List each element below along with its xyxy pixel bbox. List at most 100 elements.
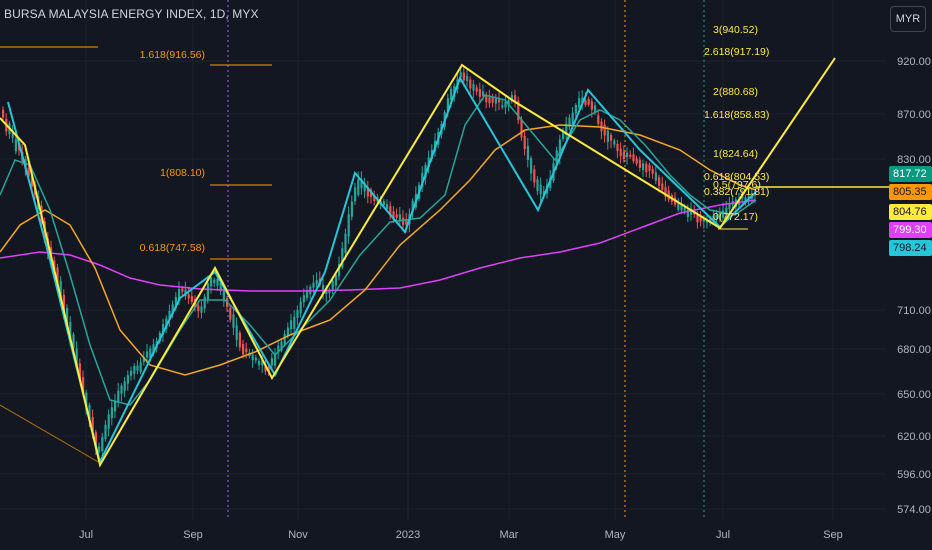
candle-body bbox=[357, 179, 360, 195]
zigzag-yellow bbox=[0, 57, 836, 468]
candle-body bbox=[341, 248, 344, 268]
candle-body bbox=[638, 159, 641, 169]
candle-body bbox=[702, 219, 705, 222]
time-tick-label: Jul bbox=[716, 529, 730, 541]
price-tick-label: 830.00 bbox=[897, 154, 931, 166]
candle-body bbox=[197, 305, 200, 312]
candle-body bbox=[581, 97, 584, 103]
candle-body bbox=[72, 334, 75, 349]
trend-line-orange bbox=[0, 404, 101, 464]
candle-body bbox=[366, 187, 369, 197]
candle-body bbox=[498, 99, 501, 103]
candle-body bbox=[469, 79, 472, 89]
candle-body bbox=[562, 130, 565, 140]
fib-label-right: 0.382(791.81) bbox=[704, 186, 769, 198]
candle-body bbox=[328, 290, 331, 294]
candle-body bbox=[152, 344, 155, 354]
candle-body bbox=[293, 316, 296, 329]
candle-body bbox=[651, 168, 654, 174]
candle-body bbox=[229, 307, 232, 320]
candle-body bbox=[136, 365, 139, 371]
candle-body bbox=[635, 158, 638, 164]
candle-body bbox=[354, 187, 357, 202]
candle-body bbox=[594, 105, 597, 113]
candle-body bbox=[558, 139, 561, 157]
candle-body bbox=[123, 381, 126, 391]
candle-body bbox=[475, 87, 478, 92]
candle-body bbox=[347, 214, 350, 237]
time-tick-label: Nov bbox=[288, 529, 308, 541]
candle-body bbox=[274, 354, 277, 366]
candle-body bbox=[488, 97, 491, 104]
candle-body bbox=[622, 151, 625, 160]
candle-body bbox=[568, 117, 571, 127]
fib-label-right: 2(880.68) bbox=[713, 86, 758, 98]
fib-labels-left: 1.618(916.56) 1(808.10) 0.618(747.58) bbox=[140, 49, 205, 254]
candle-body bbox=[88, 404, 91, 421]
fib-label-left: 1(808.10) bbox=[160, 167, 205, 179]
ma-teal-line bbox=[0, 94, 757, 406]
candle-body bbox=[280, 341, 283, 351]
candle-body bbox=[56, 267, 59, 284]
candle-body bbox=[571, 112, 574, 125]
candle-body bbox=[59, 280, 62, 299]
chart-title: BURSA MALAYSIA ENERGY INDEX, 1D, MYX bbox=[4, 7, 259, 21]
candle-body bbox=[232, 314, 235, 328]
ma-purple-line bbox=[0, 199, 756, 292]
candle-body bbox=[523, 135, 526, 150]
candle-body bbox=[741, 196, 744, 199]
candle-body bbox=[178, 289, 181, 301]
candle-body bbox=[677, 201, 680, 210]
price-axis[interactable]: 574.00 596.00 620.00 650.00 680.00 710.00 830.… bbox=[897, 56, 931, 516]
candle-body bbox=[200, 306, 203, 313]
fib-label-right: 2.618(917.19) bbox=[704, 46, 769, 58]
price-tick-label: 710.00 bbox=[897, 305, 931, 317]
candle-body bbox=[747, 196, 750, 199]
candle-body bbox=[661, 183, 664, 190]
candle-body bbox=[130, 370, 133, 376]
candle-body bbox=[165, 318, 168, 330]
candle-body bbox=[526, 145, 529, 160]
price-tick-label: 620.00 bbox=[897, 431, 931, 443]
candle-body bbox=[107, 414, 110, 429]
fib-label-left: 0.618(747.58) bbox=[140, 242, 205, 254]
candle-body bbox=[632, 154, 635, 162]
candle-body bbox=[466, 76, 469, 81]
candle-body bbox=[296, 309, 299, 319]
candle-body bbox=[238, 332, 241, 348]
candle-body bbox=[85, 392, 88, 411]
candle-body bbox=[530, 158, 533, 174]
time-axis[interactable]: Jul Sep Nov 2023 Mar May Jul Sep bbox=[79, 529, 843, 541]
candle-body bbox=[533, 169, 536, 183]
candle-body bbox=[258, 360, 261, 366]
candle-body bbox=[472, 84, 475, 91]
candle-body bbox=[338, 264, 341, 277]
fib-label-right: 3(940.52) bbox=[713, 24, 758, 36]
fib-labels-right: 3(940.52) 2.618(917.19) 2(880.68) 1.618(858… bbox=[704, 24, 769, 223]
candle-body bbox=[574, 104, 577, 114]
candle-body bbox=[290, 320, 293, 330]
candle-body bbox=[744, 197, 747, 203]
candle-body bbox=[706, 220, 709, 223]
candle-body bbox=[11, 130, 14, 138]
candle-body bbox=[619, 148, 622, 157]
candle-body bbox=[645, 163, 648, 173]
price-tick-label: 920.00 bbox=[897, 56, 931, 68]
candle-body bbox=[699, 215, 702, 222]
candle-body bbox=[142, 357, 145, 363]
candle-body bbox=[626, 152, 629, 158]
candle-body bbox=[507, 100, 510, 106]
candle-body bbox=[267, 367, 270, 372]
candle-body bbox=[331, 280, 334, 290]
candle-body bbox=[286, 327, 289, 337]
candle-body bbox=[587, 99, 590, 105]
candle-body bbox=[222, 289, 225, 302]
candle-body bbox=[82, 377, 85, 394]
price-tag: 805.35 bbox=[889, 184, 932, 200]
candle-body bbox=[446, 98, 449, 112]
time-tick-label: Jul bbox=[79, 529, 93, 541]
price-tag: 817.72 bbox=[889, 166, 932, 182]
candle-body bbox=[315, 280, 318, 285]
currency-button[interactable]: MYR bbox=[890, 6, 926, 32]
